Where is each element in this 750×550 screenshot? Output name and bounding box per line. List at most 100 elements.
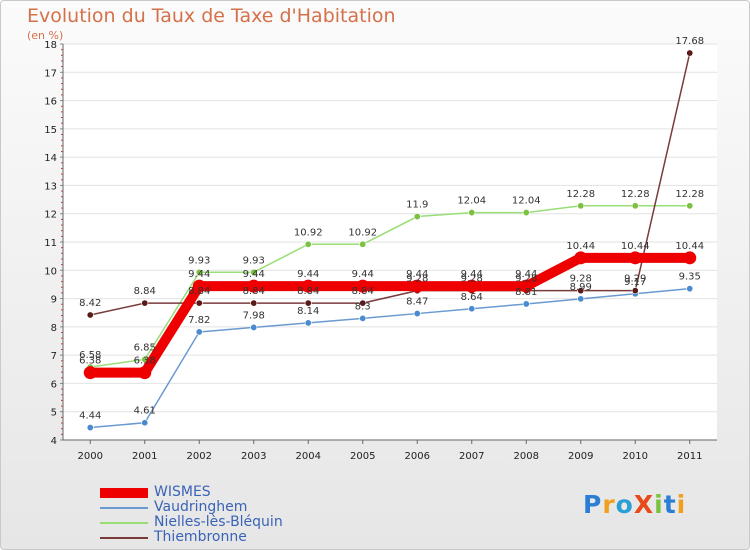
proxiti-logo: ProXiti bbox=[583, 490, 686, 519]
data-point bbox=[574, 251, 588, 265]
data-label: 9.17 bbox=[624, 277, 646, 288]
data-label: 8.14 bbox=[297, 306, 319, 317]
data-label: 8.64 bbox=[461, 292, 483, 303]
data-label: 12.04 bbox=[457, 196, 486, 207]
data-point bbox=[192, 279, 206, 293]
y-tick-label: 9 bbox=[51, 295, 57, 306]
legend-item: Thiembronne bbox=[100, 530, 283, 545]
data-label: 9.93 bbox=[243, 255, 265, 266]
y-tick-label: 13 bbox=[44, 181, 57, 192]
y-tick-label: 11 bbox=[44, 238, 57, 249]
data-point bbox=[683, 251, 697, 265]
data-point bbox=[304, 240, 312, 248]
data-label: 9.29 bbox=[624, 274, 646, 285]
data-point bbox=[356, 279, 370, 293]
y-tick-label: 12 bbox=[44, 210, 57, 221]
x-tick-label: 2004 bbox=[296, 451, 321, 462]
data-label: 9.28 bbox=[570, 274, 592, 285]
chart-subtitle: (en %) bbox=[27, 29, 64, 42]
legend-swatch bbox=[100, 506, 148, 509]
legend-swatch bbox=[100, 536, 148, 539]
logo-letter: o bbox=[615, 490, 634, 519]
x-tick-label: 2007 bbox=[459, 451, 484, 462]
x-tick-label: 2009 bbox=[568, 451, 593, 462]
data-point bbox=[83, 366, 97, 380]
legend-item: Nielles-lès-Bléquin bbox=[100, 515, 283, 530]
data-label: 8.84 bbox=[188, 286, 210, 297]
y-tick-label: 8 bbox=[51, 323, 57, 334]
data-point bbox=[522, 300, 530, 308]
logo-letter: i bbox=[654, 490, 664, 519]
x-tick-label: 2003 bbox=[241, 451, 266, 462]
data-point bbox=[631, 202, 639, 210]
y-tick-label: 17 bbox=[44, 68, 57, 79]
data-point bbox=[138, 366, 152, 380]
data-label: 8.99 bbox=[570, 282, 592, 293]
data-point bbox=[577, 295, 585, 303]
legend-swatch bbox=[100, 487, 148, 498]
data-label: 7.98 bbox=[243, 310, 265, 321]
y-tick-label: 5 bbox=[51, 408, 57, 419]
logo-letter: i bbox=[676, 490, 687, 519]
y-tick-label: 7 bbox=[51, 351, 57, 362]
data-point bbox=[410, 279, 424, 293]
data-point bbox=[468, 305, 476, 313]
legend-label: Nielles-lès-Bléquin bbox=[154, 514, 283, 530]
data-point bbox=[195, 268, 203, 276]
data-point bbox=[195, 299, 203, 307]
data-label: 10.92 bbox=[294, 227, 323, 238]
y-tick-label: 15 bbox=[44, 125, 57, 136]
data-point bbox=[250, 323, 258, 331]
data-label: 10.92 bbox=[348, 227, 377, 238]
x-tick-label: 2002 bbox=[187, 451, 212, 462]
logo-letter: t bbox=[663, 490, 677, 519]
data-point bbox=[686, 285, 694, 293]
data-point bbox=[577, 202, 585, 210]
data-label: 6.85 bbox=[134, 342, 156, 353]
data-point bbox=[628, 251, 642, 265]
y-tick-label: 18 bbox=[44, 40, 57, 51]
data-label: 9.44 bbox=[352, 269, 374, 280]
data-label: 11.9 bbox=[406, 200, 428, 211]
data-label: 8.84 bbox=[297, 286, 319, 297]
data-point bbox=[577, 287, 585, 295]
data-label: 6.38 bbox=[79, 356, 101, 367]
x-tick-label: 2000 bbox=[78, 451, 103, 462]
data-label: 6.58 bbox=[79, 350, 101, 361]
legend-label: Thiembronne bbox=[154, 529, 247, 545]
data-label: 10.44 bbox=[675, 241, 704, 252]
x-tick-label: 2005 bbox=[350, 451, 375, 462]
y-tick-label: 14 bbox=[44, 153, 57, 164]
data-label: 12.28 bbox=[566, 189, 595, 200]
legend-swatch bbox=[100, 521, 148, 524]
data-point bbox=[359, 240, 367, 248]
data-label: 9.28 bbox=[461, 274, 483, 285]
series-line-nielles-l-s-bl-quin bbox=[89, 205, 691, 368]
data-point bbox=[413, 310, 421, 318]
logo-letter: r bbox=[602, 490, 616, 519]
data-point bbox=[141, 419, 149, 427]
data-label: 8.84 bbox=[243, 286, 265, 297]
data-point bbox=[522, 209, 530, 217]
data-label: 7.82 bbox=[188, 315, 210, 326]
data-label: 4.44 bbox=[79, 411, 101, 422]
data-label: 9.44 bbox=[461, 269, 483, 280]
data-point bbox=[468, 209, 476, 217]
data-point bbox=[413, 213, 421, 221]
data-label: 17.68 bbox=[675, 36, 704, 47]
y-tick-label: 16 bbox=[44, 97, 57, 108]
data-label: 9.44 bbox=[188, 269, 210, 280]
data-label: 9.44 bbox=[515, 269, 537, 280]
data-label: 4.61 bbox=[134, 406, 156, 417]
data-point bbox=[359, 299, 367, 307]
x-tick-label: 2006 bbox=[405, 451, 430, 462]
data-point bbox=[86, 311, 94, 319]
x-tick-label: 2001 bbox=[132, 451, 157, 462]
data-point bbox=[250, 299, 258, 307]
data-label: 12.04 bbox=[512, 196, 541, 207]
legend-item: WISMES bbox=[100, 485, 283, 500]
x-tick-label: 2011 bbox=[677, 451, 702, 462]
data-point bbox=[631, 287, 639, 295]
data-label: 9.28 bbox=[406, 274, 428, 285]
